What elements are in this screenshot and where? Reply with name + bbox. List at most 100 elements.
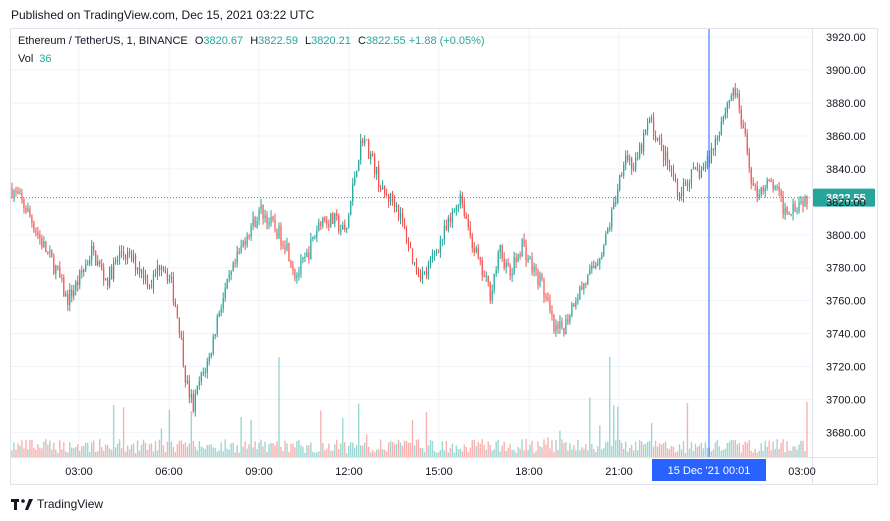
candle-body [168,279,171,281]
candle-body [49,250,51,253]
candle-body [469,227,471,236]
volume-bar [27,449,29,457]
volume-bar [575,450,577,457]
candle-body [250,225,252,237]
volume-bar [481,439,483,457]
volume-bar [377,449,380,457]
candle-body [666,151,669,165]
candle-body [150,285,153,289]
volume-bar [108,448,111,457]
candle-body [395,205,398,208]
volume-bar [138,450,141,457]
candle-body [216,316,218,335]
candle-body [541,274,543,280]
volume-bar [67,452,69,457]
chart-frame[interactable] [10,28,878,485]
candle-body [437,252,439,254]
volume-bar [338,449,340,457]
x-tick-label: 03:00 [788,466,816,478]
volume-bar [246,448,248,457]
volume-bar [272,443,274,457]
volume-bar [417,439,420,457]
candle-body [427,264,430,276]
volume-bar [124,451,127,457]
candle-body [130,252,133,262]
volume-bar [666,448,669,457]
candle-body [401,213,404,222]
volume-bar [310,442,312,457]
candle-body [306,252,308,258]
volume-bar [262,446,264,457]
volume-bar [581,447,583,457]
volume-bar [238,452,240,457]
volume-bar [17,443,19,457]
volume-bar [226,448,228,457]
candle-body [477,248,479,258]
candle-body [222,297,224,309]
volume-bar [636,450,639,457]
volume-bar [110,449,113,457]
volume-bar [714,442,717,457]
volume-bar [503,441,505,457]
volume-bar [547,437,549,457]
volume-bar [214,447,216,457]
candle-body [302,257,304,261]
volume-bar [660,444,663,457]
candle-body [710,148,712,164]
volume-bar [260,439,262,457]
y-tick-label: 3900.00 [826,65,866,77]
volume-bar [51,449,53,457]
footer: TradingView [11,496,103,511]
volume-bar [756,452,758,457]
candle-body [399,213,402,219]
volume-bar [208,445,210,457]
volume-bar [326,448,328,457]
candle-body [31,216,33,224]
published-caption: Published on TradingView.com, Dec 15, 20… [11,8,315,22]
candle-body [101,264,103,269]
candle-body [298,273,300,276]
volume-bar [308,445,310,457]
volume-bar [728,442,730,457]
ohlc-legend: Ethereum / TetherUS, 1, BINANCE O3820.67… [18,35,485,47]
candle-body [346,227,348,230]
volume-bar [593,448,595,457]
candle-body [188,380,190,398]
volume-bar [144,442,147,457]
volume-bar [798,444,800,457]
candle-body [360,140,362,160]
candle-body [639,144,641,158]
candle-body [553,314,555,332]
volume-bar [722,449,725,457]
volume-bar [748,440,750,457]
volume-bar [591,444,593,457]
candle-body [230,271,232,275]
candle-body [597,263,599,266]
candle-body [423,271,426,273]
volume-bar [413,445,416,457]
volume-bar [760,443,762,457]
volume-bar [802,440,804,457]
volume-bar [676,451,679,457]
volume-bar [369,452,372,457]
close-key: C [357,35,366,47]
volume-bar [776,439,778,457]
volume-bar [471,439,473,457]
candle-body [405,228,408,243]
volume-bar [523,450,525,457]
candle-body [67,294,69,306]
volume-bar [445,441,448,457]
volume-bar [694,443,697,457]
candle-body [270,216,272,223]
brand-name: TradingView [37,496,104,511]
candle-body [549,299,551,311]
candle-body [601,255,603,259]
overlay: 3822.55 15 Dec '21 00:01 [11,29,875,481]
candle-body [89,259,91,264]
candle-body [19,193,21,195]
volume-bar [280,446,282,457]
candle-body [752,183,754,186]
volume-bar [517,446,519,457]
candle-body [766,179,768,189]
